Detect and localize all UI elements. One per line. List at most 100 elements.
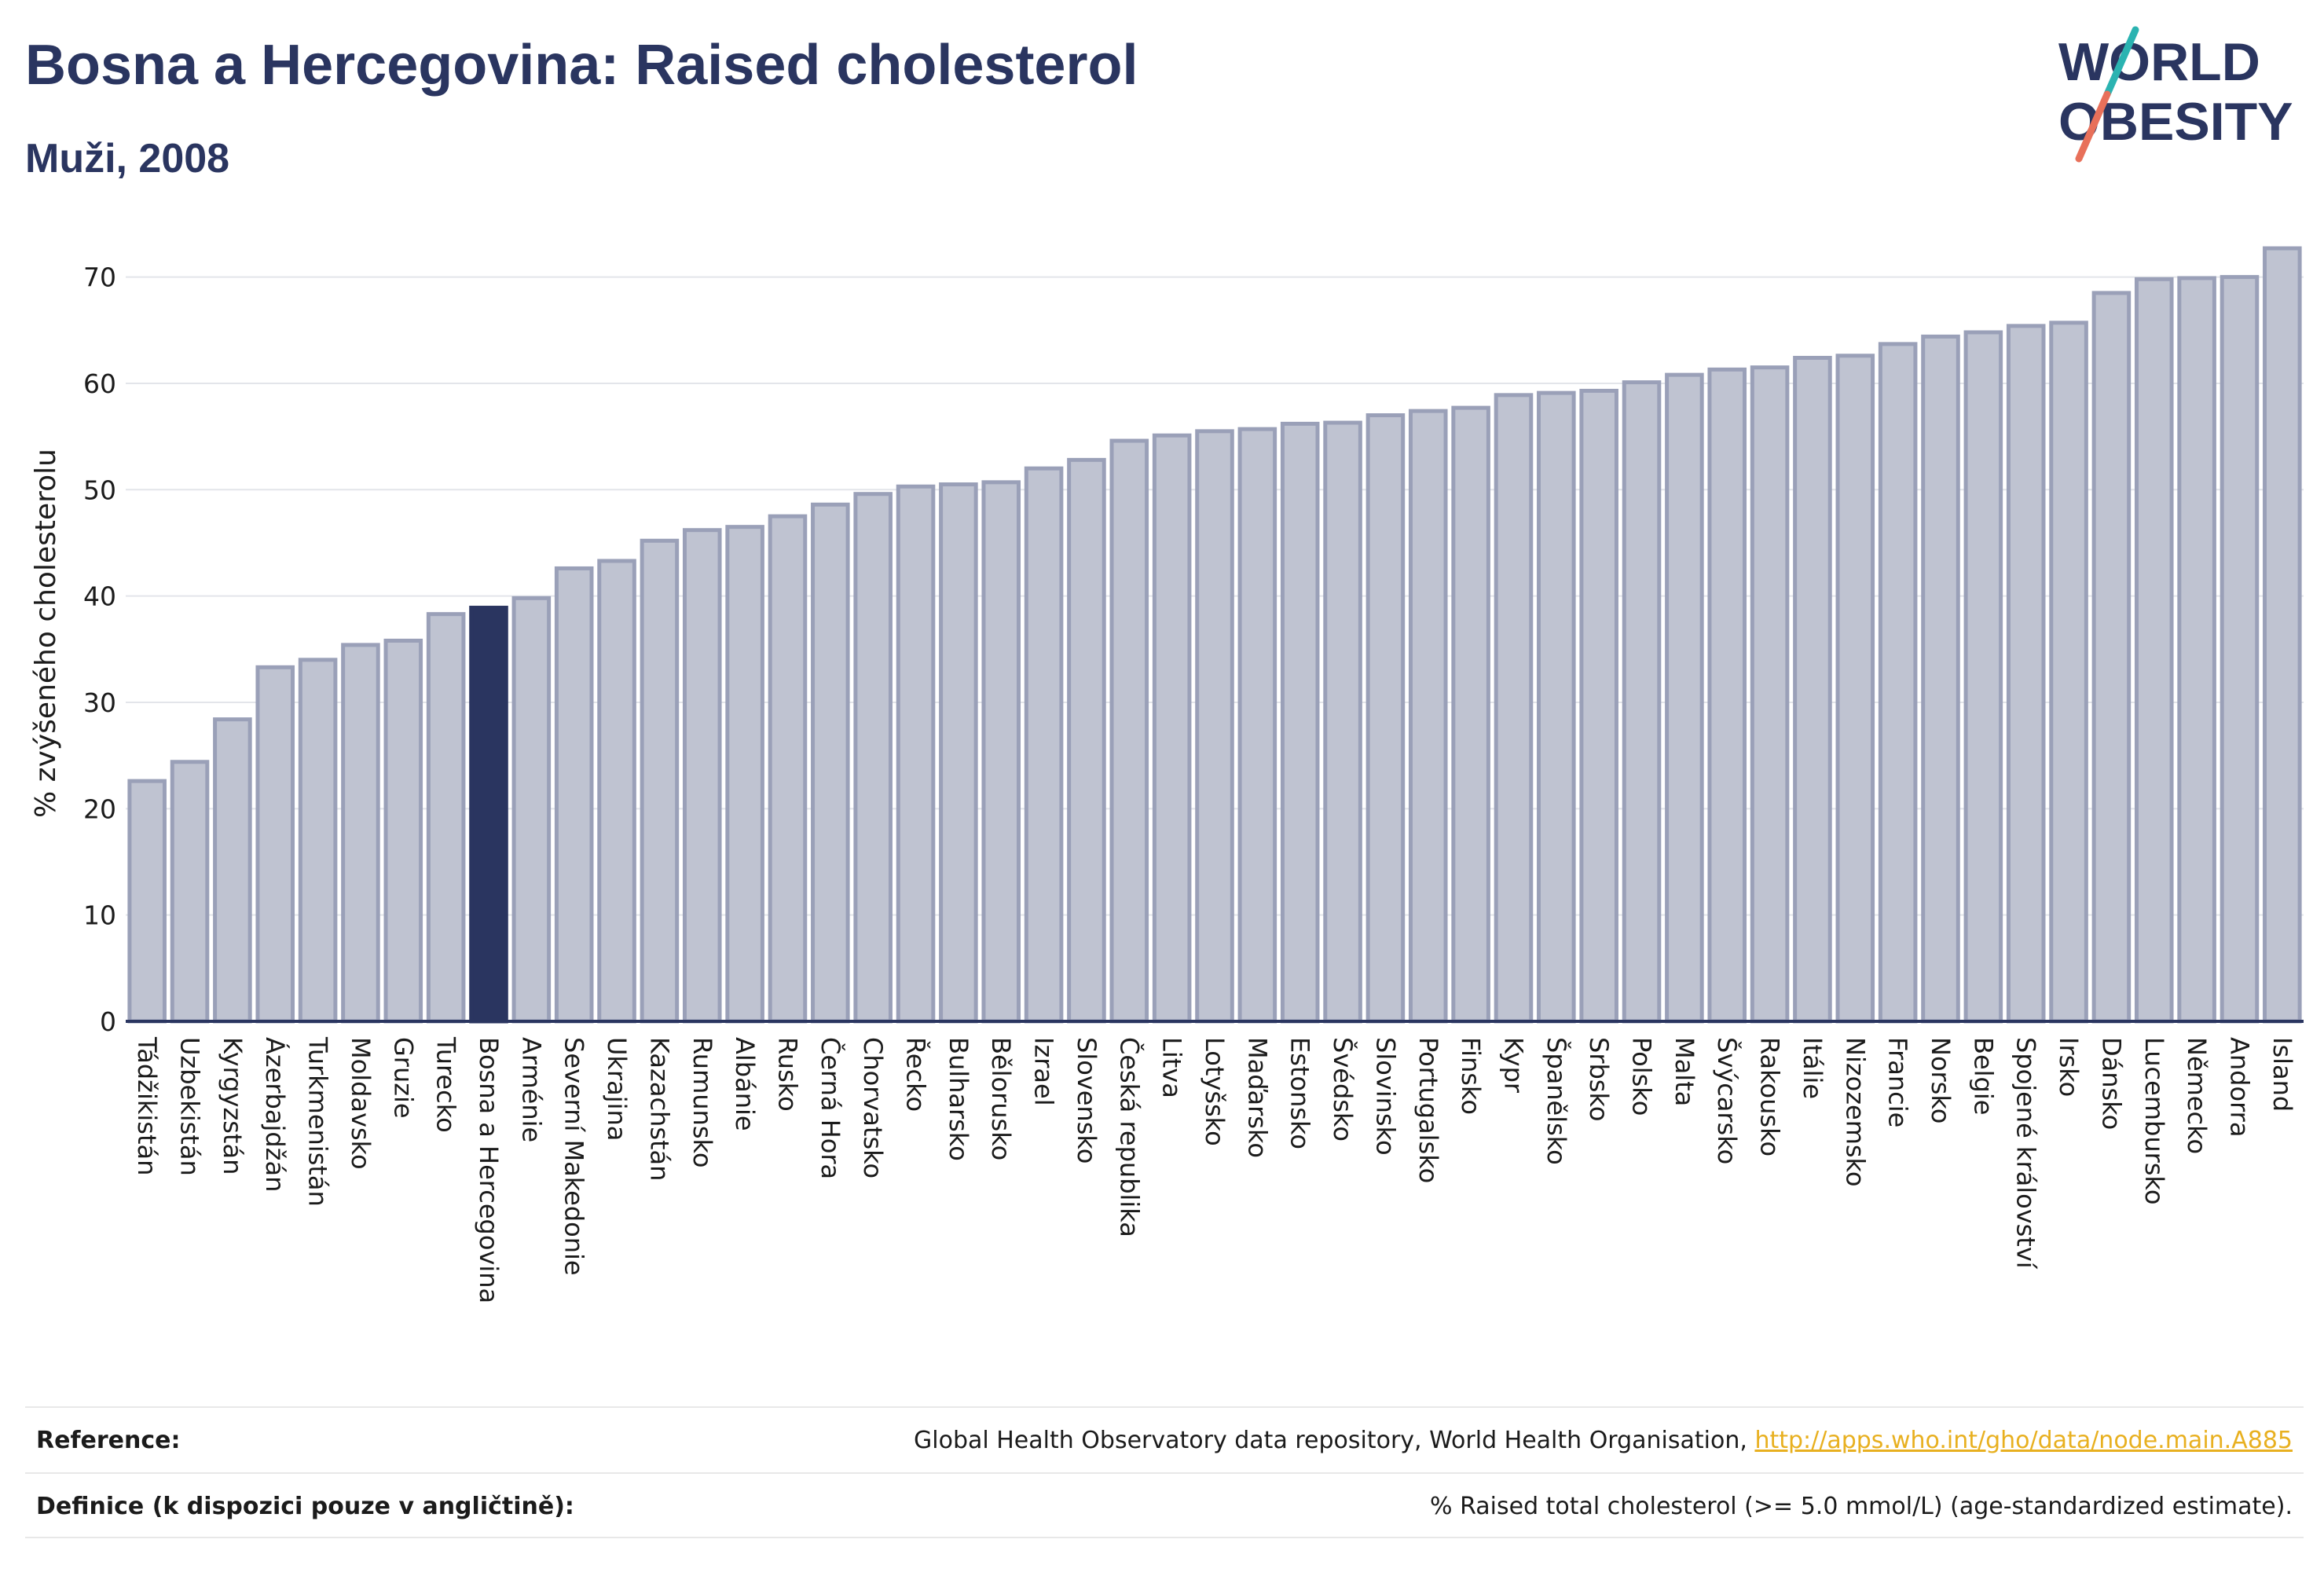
x-tick-label: Andorra	[2224, 1037, 2254, 1137]
x-tick-label: Rumunsko	[687, 1037, 717, 1167]
x-tick-label: Kyrgyzstán	[218, 1037, 247, 1175]
bar	[2006, 324, 2046, 1024]
x-tick-label: Francie	[1883, 1037, 1913, 1127]
bar	[1622, 380, 1662, 1024]
bar	[1793, 355, 1832, 1024]
x-tick-label: Švédsko	[1328, 1037, 1358, 1142]
chart-title: Bosna a Hercegovina: Raised cholesterol	[25, 34, 1138, 97]
x-tick-label: Dánsko	[2096, 1037, 2126, 1130]
x-tick-label: Ázerbajdžán	[260, 1037, 290, 1192]
x-tick-label: Belgie	[1968, 1037, 1998, 1115]
x-tick-label: Uzbekistán	[175, 1037, 205, 1176]
bar	[255, 665, 295, 1024]
x-tick-label: Portugalsko	[1413, 1037, 1443, 1183]
bar	[1067, 457, 1106, 1024]
bar	[1579, 388, 1618, 1024]
bar	[426, 612, 466, 1024]
bar	[1237, 427, 1277, 1024]
bar	[1408, 409, 1448, 1024]
bar	[383, 638, 423, 1024]
bar	[939, 482, 978, 1024]
y-tick-label: 50	[83, 475, 116, 505]
bar-chart: 0 10 20 30 40 50 60 70 Tádžikistán Uzbekistán Kyr…	[30, 246, 2304, 1303]
bar-highlighted	[469, 606, 508, 1024]
bar	[1451, 405, 1490, 1024]
x-tick-label: Turkmenistán	[303, 1036, 333, 1207]
bars	[127, 246, 2302, 1024]
bar	[1365, 413, 1406, 1024]
bar	[1537, 390, 1576, 1024]
x-tick-label: Španělsko	[1541, 1037, 1572, 1165]
reference-label: Reference:	[36, 1426, 181, 1454]
bar	[811, 502, 850, 1024]
definition-row: Definice (k dispozici pouze v angličtině…	[25, 1472, 2304, 1538]
bar	[1750, 365, 1790, 1024]
bar	[1024, 466, 1064, 1024]
x-tick-label: Malta	[1670, 1037, 1699, 1106]
y-tick-label: 30	[83, 687, 116, 718]
x-tick-label: Polsko	[1627, 1037, 1657, 1116]
x-tick-label: Itálie	[1798, 1037, 1827, 1099]
bar	[170, 760, 210, 1024]
x-tick-label: Německo	[2182, 1037, 2212, 1154]
x-tick-label: Izrael	[1029, 1037, 1059, 1106]
bar	[2134, 277, 2174, 1024]
bar	[2263, 246, 2302, 1024]
bar	[1323, 420, 1362, 1024]
x-tick-label: Srbsko	[1584, 1037, 1614, 1121]
bar	[298, 658, 338, 1024]
x-tick-label: Lucembursko	[2139, 1037, 2169, 1204]
x-tick-label: Island	[2267, 1037, 2297, 1112]
bar	[1835, 354, 1875, 1024]
bar	[2091, 291, 2132, 1024]
bar	[1665, 372, 1704, 1024]
bar	[768, 514, 808, 1024]
y-tick-label: 60	[83, 368, 116, 399]
x-tick-label: Bosna a Hercegovina	[474, 1037, 504, 1303]
reference-text: Global Health Observatory data repositor…	[914, 1426, 1755, 1454]
bar	[127, 779, 167, 1024]
logo-text-world: WORLD	[2058, 32, 2260, 92]
bar	[1707, 367, 1747, 1024]
bar	[725, 525, 764, 1024]
chart-subtitle: Muži, 2008	[25, 136, 230, 181]
x-tick-label: Lotyšsko	[1200, 1037, 1230, 1146]
x-tick-label: Bělorusko	[986, 1037, 1016, 1160]
bar	[2177, 276, 2216, 1024]
reference-value: Global Health Observatory data repositor…	[914, 1427, 2304, 1454]
y-tick-label: 70	[83, 262, 116, 293]
x-tick-label: Chorvatsko	[858, 1037, 888, 1178]
x-tick-label: Maďarsko	[1242, 1037, 1272, 1158]
x-tick-label: Česká republika	[1114, 1037, 1145, 1237]
x-tick-label: Tádžikistán	[132, 1036, 162, 1175]
bar	[853, 492, 893, 1024]
world-obesity-logo: WORLD OBESITY	[2058, 26, 2293, 163]
x-tick-label: Spojené království	[2011, 1037, 2041, 1270]
x-tick-label: Finsko	[1456, 1037, 1486, 1115]
x-tick-label: Irsko	[2054, 1037, 2084, 1097]
x-tick-label: Řecko	[901, 1037, 931, 1112]
x-tick-label: Ukrajina	[602, 1037, 632, 1141]
bar	[2049, 321, 2088, 1024]
bar	[554, 566, 594, 1024]
x-tick-label: Rakousko	[1755, 1037, 1785, 1156]
bar	[1109, 438, 1149, 1024]
x-axis-labels: Tádžikistán Uzbekistán Kyrgyzstán Ázerbajdž…	[132, 1036, 2297, 1303]
bar	[1152, 433, 1192, 1024]
bar	[1195, 429, 1234, 1024]
x-tick-label: Černá Hora	[816, 1037, 846, 1179]
y-tick-label: 40	[83, 581, 116, 612]
y-tick-label: 20	[83, 793, 116, 824]
definition-text: % Raised total cholesterol (>= 5.0 mmol/…	[1430, 1492, 2293, 1520]
reference-link[interactable]: http://apps.who.int/gho/data/node.main.A…	[1754, 1426, 2293, 1454]
y-axis-title: % zvýšeného cholesterolu	[30, 449, 62, 818]
bar	[511, 596, 552, 1024]
definition-label: Definice (k dispozici pouze v angličtině…	[36, 1492, 574, 1520]
bar	[1921, 334, 1960, 1024]
x-tick-label: Bulharsko	[944, 1037, 973, 1161]
y-axis-ticks: 0 10 20 30 40 50 60 70	[83, 262, 116, 1037]
bar	[341, 643, 380, 1024]
x-tick-label: Švýcarsko	[1712, 1037, 1743, 1164]
x-tick-label: Norsko	[1926, 1037, 1956, 1123]
x-tick-label: Rusko	[772, 1037, 802, 1112]
